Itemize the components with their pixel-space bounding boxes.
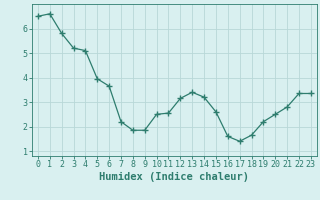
- X-axis label: Humidex (Indice chaleur): Humidex (Indice chaleur): [100, 172, 249, 182]
